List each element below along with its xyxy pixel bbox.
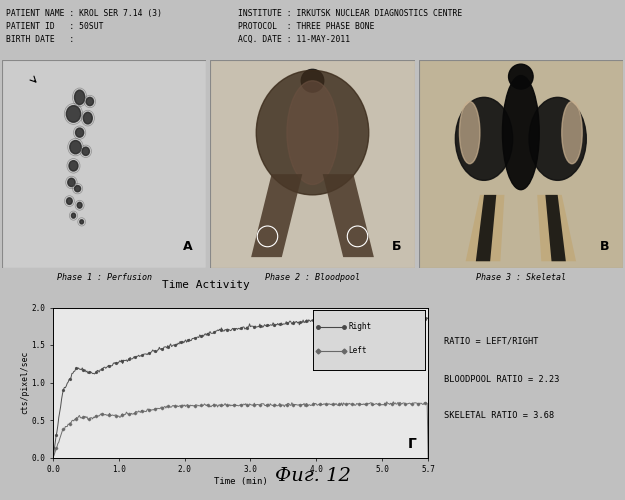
Ellipse shape xyxy=(456,98,512,180)
Ellipse shape xyxy=(69,160,78,171)
Text: Time Activity: Time Activity xyxy=(162,280,250,290)
Ellipse shape xyxy=(74,186,81,192)
Polygon shape xyxy=(322,174,374,257)
Ellipse shape xyxy=(287,80,338,184)
Text: BLOODPOOL RATIO = 2.23: BLOODPOOL RATIO = 2.23 xyxy=(444,375,559,384)
Ellipse shape xyxy=(77,202,82,208)
X-axis label: Time (min): Time (min) xyxy=(214,477,268,486)
Polygon shape xyxy=(466,195,504,262)
Text: A: A xyxy=(183,240,193,253)
Y-axis label: cts/pixel/sec: cts/pixel/sec xyxy=(20,351,29,414)
Polygon shape xyxy=(476,195,496,262)
Text: Б: Б xyxy=(392,240,401,253)
Text: SKELETAL RATIO = 3.68: SKELETAL RATIO = 3.68 xyxy=(444,411,554,420)
Ellipse shape xyxy=(66,106,81,122)
Ellipse shape xyxy=(70,140,81,154)
Ellipse shape xyxy=(459,102,480,164)
Text: Left: Left xyxy=(349,346,367,356)
Polygon shape xyxy=(251,174,302,257)
Text: Phase 2 : Bloodpool: Phase 2 : Bloodpool xyxy=(265,273,360,282)
Text: Phase 1 : Perfusion: Phase 1 : Perfusion xyxy=(57,273,152,282)
Text: Фиг. 12: Фиг. 12 xyxy=(274,467,351,485)
Ellipse shape xyxy=(76,128,84,137)
Circle shape xyxy=(301,70,324,92)
Circle shape xyxy=(509,64,533,89)
Text: Phase 3 : Skeletal: Phase 3 : Skeletal xyxy=(476,273,566,282)
Text: В: В xyxy=(600,240,609,253)
Ellipse shape xyxy=(529,98,586,180)
Ellipse shape xyxy=(562,102,582,164)
Polygon shape xyxy=(538,195,576,262)
Text: Г: Г xyxy=(408,438,417,452)
Text: INSTITUTE : IRKUTSK NUCLEAR DIAGNOSTICS CENTRE
PROTOCOL  : THREE PHASE BONE
ACQ.: INSTITUTE : IRKUTSK NUCLEAR DIAGNOSTICS … xyxy=(238,9,462,43)
Ellipse shape xyxy=(68,178,75,186)
Ellipse shape xyxy=(86,98,94,106)
Ellipse shape xyxy=(71,213,76,218)
Text: Right: Right xyxy=(349,322,372,332)
Ellipse shape xyxy=(503,76,539,190)
Ellipse shape xyxy=(256,70,369,195)
Ellipse shape xyxy=(82,147,89,156)
Ellipse shape xyxy=(83,112,92,124)
Text: RATIO = LEFT/RIGHT: RATIO = LEFT/RIGHT xyxy=(444,336,538,345)
Ellipse shape xyxy=(74,90,85,104)
Ellipse shape xyxy=(66,198,72,204)
Text: PATIENT NAME : KROL SER 7.14 (3)
PATIENT ID   : 50SUT
BIRTH DATE   :: PATIENT NAME : KROL SER 7.14 (3) PATIENT… xyxy=(6,9,162,43)
Ellipse shape xyxy=(80,220,84,224)
Polygon shape xyxy=(546,195,566,262)
